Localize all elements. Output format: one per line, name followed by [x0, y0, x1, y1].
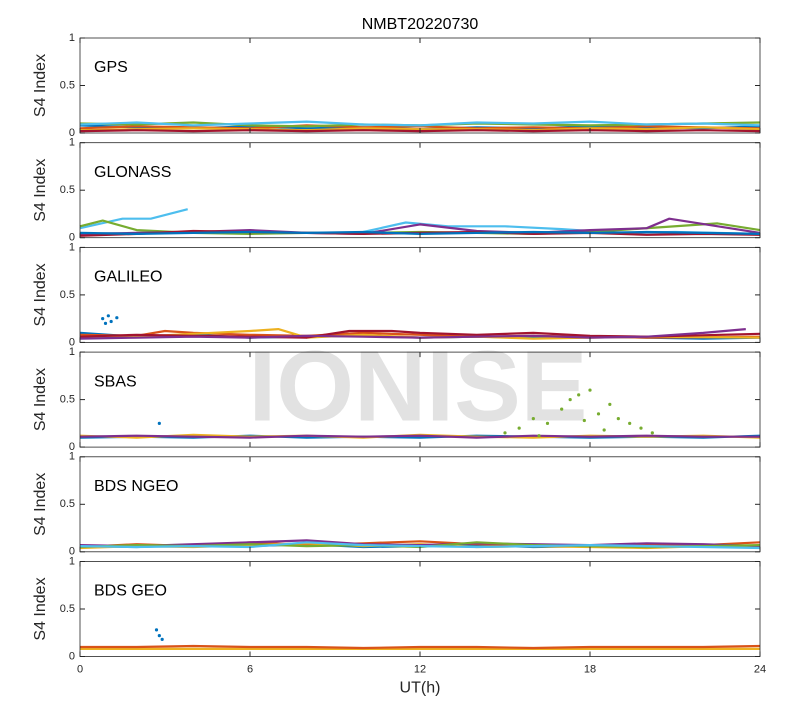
y-tick-label: 0.5 — [60, 394, 75, 406]
data-point — [582, 418, 586, 423]
panel-label: GLONASS — [94, 164, 171, 181]
y-axis-label: S4 Index — [32, 473, 49, 536]
data-point — [602, 428, 606, 432]
data-point — [596, 412, 601, 416]
panel-label: GALILEO — [94, 269, 162, 286]
x-tick-label: 0 — [77, 663, 83, 675]
data-point — [560, 407, 564, 411]
y-axis-label: S4 Index — [32, 368, 49, 431]
data-point — [650, 431, 654, 435]
axes-background — [80, 352, 760, 448]
panel-label: GPS — [94, 59, 128, 76]
y-tick-label: 0.5 — [60, 79, 75, 91]
y-tick-label: 0.5 — [60, 603, 75, 615]
axes-background — [80, 247, 760, 343]
chart-title: NMBT20220730 — [362, 16, 479, 33]
data-point — [577, 393, 581, 397]
y-tick-label: 1 — [69, 137, 75, 149]
series-line — [79, 434, 760, 439]
plot-area — [80, 628, 761, 650]
y-tick-label: 0 — [69, 232, 75, 244]
y-tick-label: 1 — [69, 32, 75, 44]
plot-area — [79, 388, 761, 439]
axes-background — [80, 38, 760, 133]
y-tick-label: 1 — [69, 451, 75, 463]
panel-label: BDS NGEO — [94, 478, 178, 495]
data-point — [545, 421, 550, 425]
y-axis-label: S4 Index — [32, 263, 49, 326]
y-tick-label: 0 — [69, 546, 75, 558]
y-tick-label: 0.5 — [60, 184, 75, 196]
data-point — [608, 402, 612, 406]
data-point — [157, 421, 161, 425]
axes-background — [80, 456, 760, 552]
axes-background — [80, 142, 760, 238]
series-line — [79, 120, 761, 127]
y-tick-label: 0.5 — [60, 289, 75, 301]
x-tick-label: 18 — [584, 663, 596, 675]
y-tick-label: 0 — [69, 441, 75, 453]
data-point — [106, 314, 110, 318]
x-tick-label: 6 — [247, 663, 253, 675]
x-axis-label: UT(h) — [400, 680, 441, 697]
data-point — [568, 398, 572, 402]
data-point — [537, 434, 541, 438]
y-tick-label: 1 — [69, 241, 75, 253]
y-axis-label: S4 Index — [32, 577, 49, 640]
y-axis-label: S4 Index — [32, 54, 49, 117]
series-line — [80, 644, 761, 650]
data-point — [109, 319, 113, 324]
y-tick-label: 0 — [69, 127, 75, 139]
y-tick-label: 0 — [69, 336, 75, 348]
y-tick-label: 0 — [69, 650, 75, 662]
data-point — [503, 431, 507, 435]
series-line — [79, 541, 761, 550]
watermark: IONISE — [249, 330, 588, 442]
data-point — [639, 426, 643, 430]
axes-background — [80, 561, 760, 657]
data-point — [154, 628, 159, 632]
panel-label: SBAS — [94, 373, 137, 390]
y-tick-label: 1 — [69, 555, 75, 567]
data-point — [157, 634, 161, 638]
data-point — [588, 388, 592, 392]
x-tick-label: 12 — [414, 663, 426, 675]
y-tick-label: 1 — [69, 346, 75, 358]
data-point — [616, 417, 620, 421]
data-point — [160, 637, 164, 642]
y-tick-label: 0.5 — [60, 498, 75, 510]
data-point — [531, 417, 535, 421]
y-axis-label: S4 Index — [32, 159, 49, 222]
data-point — [101, 317, 105, 321]
data-point — [628, 421, 632, 425]
data-point — [115, 316, 119, 320]
plot-area — [79, 539, 761, 550]
panel-label: BDS GEO — [94, 583, 167, 600]
data-point — [517, 426, 521, 430]
data-point — [103, 321, 108, 325]
x-tick-label: 24 — [754, 663, 766, 675]
